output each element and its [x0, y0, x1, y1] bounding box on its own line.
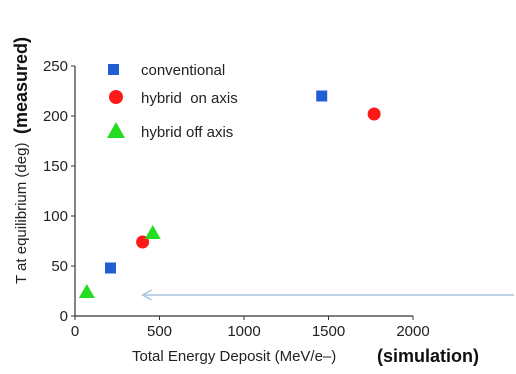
point-hybrid-on-axis	[367, 107, 381, 121]
point-hybrid-off-axis	[144, 225, 161, 239]
legend: conventional hybrid on axis hybrid off a…	[107, 62, 238, 141]
x-tick-label: 0	[71, 323, 79, 340]
y-axis-title-suffix: (measured)	[11, 37, 31, 134]
y-tick-label: 150	[43, 158, 68, 175]
x-axis-title: Total Energy Deposit (MeV/e–)	[132, 348, 336, 365]
annotation-arrow-group	[141, 289, 514, 301]
x-tick-label: 2000	[396, 323, 429, 340]
y-tick-label: 50	[51, 258, 68, 275]
point-hybrid-off-axis	[78, 284, 95, 298]
legend-label-conventional: conventional	[141, 62, 225, 79]
point-conventional	[316, 90, 328, 102]
x-tick-label: 500	[147, 323, 172, 340]
x-tick-label: 1500	[312, 323, 345, 340]
y-axis-title: T at equilibrium (deg)	[13, 143, 30, 284]
y-tick-label: 100	[43, 208, 68, 225]
x-axis-title-suffix: (simulation)	[377, 346, 479, 366]
point-conventional	[104, 262, 116, 274]
x-tick-label: 1000	[227, 323, 260, 340]
legend-marker-conventional	[108, 64, 119, 75]
annotation-arrow-head	[141, 289, 152, 301]
axes	[71, 65, 414, 320]
y-tick-label: 0	[60, 308, 68, 325]
data-points	[78, 90, 381, 298]
legend-marker-hybrid-on-axis	[109, 90, 123, 104]
y-tick-label: 250	[43, 58, 68, 75]
legend-label-hybrid-off-axis: hybrid off axis	[141, 124, 233, 141]
y-tick-label: 200	[43, 108, 68, 125]
legend-label-hybrid-on-axis: hybrid on axis	[141, 90, 238, 107]
legend-marker-hybrid-off-axis	[107, 122, 125, 138]
tick-labels: 0 500 1000 1500 2000 0 50 100 150 200 250	[43, 58, 430, 340]
